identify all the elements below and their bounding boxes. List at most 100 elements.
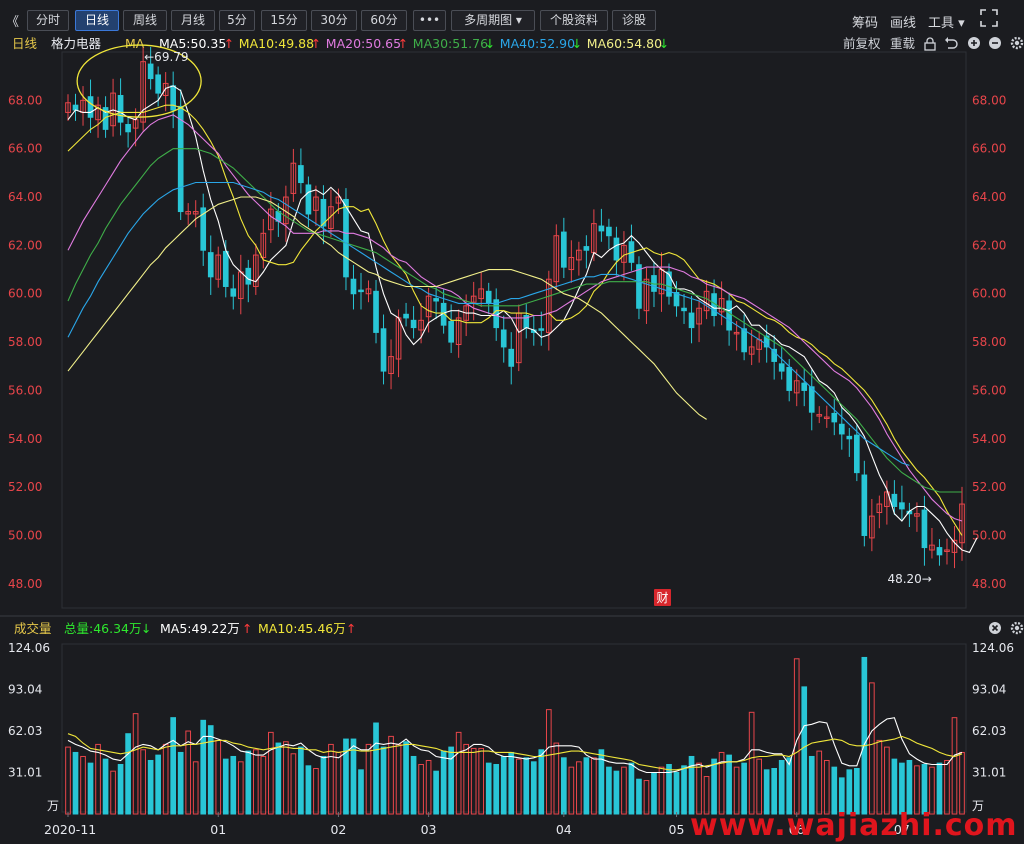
- volume-bar: [185, 730, 192, 815]
- candle-body: [500, 329, 507, 348]
- ma-indicator-arrow-4: ↓: [572, 36, 582, 51]
- volume-bar: [621, 766, 627, 815]
- candle-body: [681, 307, 687, 312]
- volume-bar: [102, 758, 109, 815]
- volume-bar: [132, 713, 139, 815]
- candle-body: [944, 549, 950, 552]
- volume-bar: [823, 759, 830, 815]
- price-grid: [0, 51, 1024, 617]
- volume-bar: [237, 761, 244, 815]
- volume-total: 总量:46.34万: [64, 621, 142, 636]
- candle-body: [425, 295, 432, 318]
- candle-body: [823, 416, 830, 420]
- more-periods-button[interactable]: •••: [413, 10, 446, 31]
- volume-bar: [245, 750, 252, 815]
- volume-bar: [275, 742, 282, 815]
- tab-rixian[interactable]: 日线: [75, 10, 119, 31]
- candle-body: [200, 207, 207, 251]
- candle-body: [448, 321, 454, 343]
- volume-bar: [252, 749, 259, 815]
- back-button[interactable]: 《: [6, 15, 20, 30]
- price-tick-left-1: 66.00: [8, 142, 42, 156]
- draw-line-button[interactable]: 画线: [890, 16, 917, 31]
- volume-bar: [328, 743, 334, 815]
- volume-bar: [741, 762, 747, 815]
- settings-icon[interactable]: [1010, 36, 1024, 50]
- candle-body: [771, 348, 778, 362]
- candle-body: [320, 198, 327, 227]
- volume-bar: [403, 741, 409, 815]
- candle-body: [959, 503, 965, 544]
- multi-period-dropdown[interactable]: 多周期图 ▾: [451, 10, 535, 31]
- candle-body: [185, 211, 192, 215]
- tab-5min[interactable]: 5分: [219, 10, 255, 31]
- candle-body: [831, 412, 838, 423]
- price-tick-right-6: 56.00: [972, 383, 1006, 397]
- diagnose-button[interactable]: 诊股: [612, 10, 656, 31]
- candle-body: [177, 105, 184, 213]
- candle-body: [726, 300, 732, 331]
- volume-bar: [778, 759, 785, 815]
- volume-bar: [576, 761, 582, 815]
- tab-fenshi[interactable]: 分时: [27, 10, 69, 31]
- volume-bar: [591, 757, 597, 815]
- candle-body: [455, 317, 462, 346]
- volume-tick-right-1: 93.04: [972, 683, 1006, 697]
- candle-body: [688, 312, 695, 329]
- stock-profile-button[interactable]: 个股资料: [540, 10, 608, 31]
- volume-bar: [95, 743, 101, 815]
- candle-body: [365, 288, 372, 295]
- lock-icon[interactable]: [924, 37, 936, 51]
- volume-settings-icon[interactable]: [1010, 621, 1024, 635]
- price-tick-right-3: 62.00: [972, 238, 1006, 252]
- volume-bar: [530, 761, 537, 815]
- tools-dropdown[interactable]: 工具 ▾: [928, 16, 965, 31]
- volume-bar: 成交量 总量:46.34万 ↓ MA5:49.22万 ↑ MA10:45.46万…: [14, 621, 1024, 636]
- ma-label: MA: [125, 36, 145, 51]
- candle-body: [140, 61, 146, 123]
- volume-bar: [440, 750, 447, 815]
- zoom-out-icon[interactable]: [989, 37, 1001, 49]
- ma-indicator-arrow-1: ↑: [311, 36, 321, 51]
- candle-body: [936, 547, 943, 556]
- price-tick-left-6: 56.00: [8, 383, 42, 397]
- volume-bar: [358, 769, 364, 815]
- volume-bar: [606, 766, 612, 815]
- volume-bar: [696, 762, 702, 815]
- candle-body: [110, 92, 116, 127]
- candle-body: [102, 107, 109, 130]
- tab-zhouxian[interactable]: 周线: [123, 10, 167, 31]
- tab-15min[interactable]: 15分: [261, 10, 307, 31]
- tab-60min[interactable]: 60分: [361, 10, 407, 31]
- volume-bar: [425, 759, 432, 815]
- candle-body: [290, 162, 297, 194]
- volume-bar: [207, 725, 214, 815]
- ma-indicator-2: MA20:50.65: [326, 36, 401, 51]
- expand-icon[interactable]: [980, 9, 998, 31]
- date-tick-1: 01: [210, 822, 226, 837]
- candle-body: [313, 196, 319, 211]
- candle-body: [876, 503, 883, 514]
- close-icon[interactable]: [989, 622, 1001, 634]
- volume-bar: [846, 769, 853, 815]
- volume-bar: [583, 757, 590, 815]
- tab-30min[interactable]: 30分: [311, 10, 357, 31]
- reload-button[interactable]: 重载: [890, 36, 916, 51]
- volume-bar: [808, 755, 815, 815]
- volume-bar: [493, 763, 500, 815]
- candle-body: [606, 226, 612, 237]
- candle-body: [846, 435, 853, 440]
- zoom-in-icon[interactable]: [968, 37, 980, 49]
- candle-body: [793, 380, 800, 394]
- candle-body: [838, 423, 845, 435]
- stock-name: 格力电器: [51, 36, 102, 51]
- candle-body: [869, 515, 875, 539]
- volume-bar: [718, 751, 725, 815]
- adjust-forward-button[interactable]: 前复权: [843, 36, 881, 51]
- candle-body: [861, 474, 868, 536]
- volume-bar: [748, 711, 755, 815]
- undo-icon[interactable]: [945, 37, 958, 49]
- price-tick-right-10: 48.00: [972, 577, 1006, 591]
- chips-button[interactable]: 筹码: [852, 16, 879, 31]
- tab-yuexian[interactable]: 月线: [171, 10, 215, 31]
